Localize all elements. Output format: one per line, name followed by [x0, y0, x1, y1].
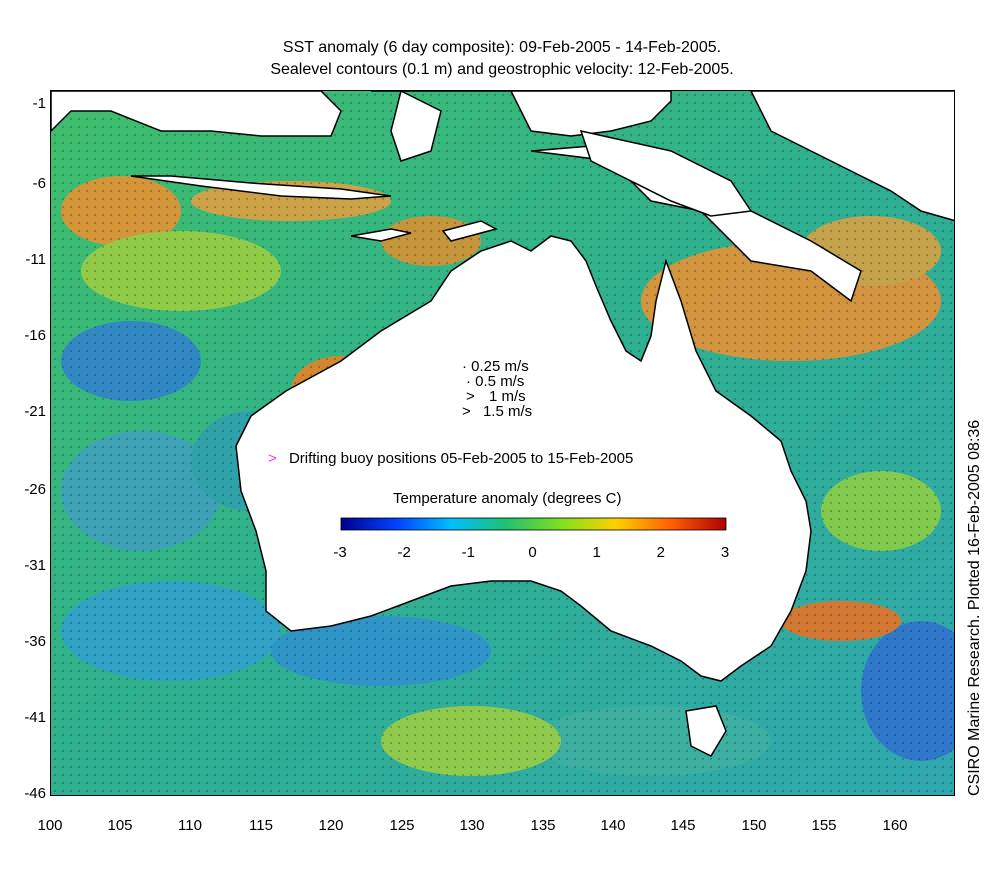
y-tick-label: -1 [32, 95, 46, 112]
y-tick-label: -11 [25, 251, 46, 268]
sst-map [51, 91, 954, 795]
x-tick-label: 135 [530, 817, 556, 834]
colorbar-tick: -3 [333, 544, 347, 561]
x-tick-label: 145 [670, 817, 696, 834]
y-tick-label: -21 [24, 403, 46, 420]
land-australia [235, 235, 812, 682]
velocity-legend-0: · 0.25 m/s [462, 358, 529, 375]
x-tick-label: 105 [107, 817, 133, 834]
map-panel[interactable] [50, 90, 955, 796]
y-tick-label: -41 [24, 709, 46, 726]
y-tick-label: -31 [24, 557, 46, 574]
colorbar-tick: 3 [720, 544, 730, 561]
y-tick-label: -46 [24, 785, 46, 802]
buoy-marker-icon: > [268, 450, 277, 467]
buoy-legend: > Drifting buoy positions 05-Feb-2005 to… [268, 450, 634, 467]
credit-text: CSIRO Marine Research. Plotted 16-Feb-20… [966, 419, 983, 796]
velocity-legend-2: > 1 m/s [466, 388, 526, 405]
colorbar [340, 517, 727, 531]
land-newguinea [579, 129, 753, 217]
colorbar-title: Temperature anomaly (degrees C) [393, 490, 622, 507]
colorbar-tick: -2 [397, 544, 411, 561]
x-tick-label: 115 [249, 817, 273, 834]
x-tick-label: 140 [600, 817, 626, 834]
x-tick-label: 110 [178, 817, 202, 834]
land-tasmania [685, 705, 727, 757]
colorbar-tick: -1 [461, 544, 475, 561]
colorbar-tick: 0 [528, 544, 537, 561]
x-tick-label: 150 [741, 817, 767, 834]
land-indonesia [51, 91, 954, 303]
x-tick-label: 160 [882, 817, 908, 834]
y-tick-label: -26 [24, 481, 46, 498]
map-title-line2: Sealevel contours (0.1 m) and geostrophi… [270, 61, 734, 78]
x-tick-label: 155 [811, 817, 837, 834]
velocity-legend-3: > 1.5 m/s [462, 403, 533, 420]
colorbar-tick: 1 [592, 544, 601, 561]
x-tick-label: 100 [37, 817, 63, 834]
colorbar-tick: 2 [656, 544, 665, 561]
x-tick-label: 125 [389, 817, 415, 834]
velocity-legend-1: · 0.5 m/s [466, 373, 525, 390]
y-tick-label: -6 [32, 175, 46, 192]
map-title-line1: SST anomaly (6 day composite): 09-Feb-20… [282, 39, 722, 56]
y-tick-label: -16 [24, 327, 46, 344]
x-tick-label: 120 [318, 817, 344, 834]
x-tick-label: 130 [459, 817, 485, 834]
y-tick-label: -36 [24, 633, 46, 650]
